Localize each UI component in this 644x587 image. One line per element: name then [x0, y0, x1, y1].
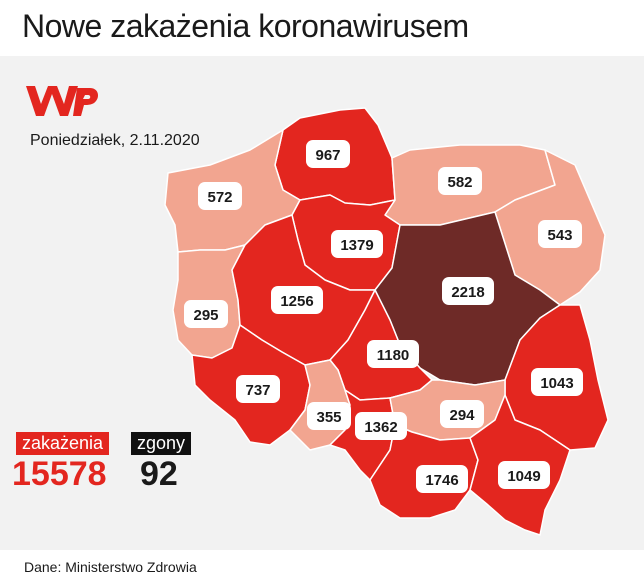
label-slaskie: 1362: [355, 412, 407, 440]
label-lodzkie: 1180: [367, 340, 419, 368]
svg-text:2218: 2218: [451, 284, 484, 301]
svg-text:295: 295: [193, 307, 218, 324]
label-kujawsko-pomorskie: 1379: [331, 230, 383, 258]
label-lubuskie: 295: [184, 300, 228, 328]
svg-text:737: 737: [245, 382, 270, 399]
svg-text:355: 355: [316, 409, 341, 426]
poland-map: 967 572 582 543 1379 2218 295 1256: [164, 107, 609, 536]
label-podkarpackie: 1049: [498, 461, 550, 489]
svg-text:543: 543: [547, 227, 572, 244]
svg-text:967: 967: [315, 147, 340, 164]
label-podlaskie: 543: [538, 220, 582, 248]
svg-text:1043: 1043: [540, 375, 573, 392]
svg-text:294: 294: [449, 407, 475, 424]
svg-text:1049: 1049: [507, 468, 540, 485]
date-label: Poniedziałek, 2.11.2020: [30, 132, 200, 149]
label-pomorskie: 967: [306, 140, 350, 168]
deaths-label: zgony: [131, 432, 192, 455]
deaths-value: 92: [140, 455, 178, 493]
svg-text:1180: 1180: [377, 347, 410, 364]
label-lubelskie: 1043: [531, 368, 583, 396]
label-wielkopolskie: 1256: [271, 286, 323, 314]
page-title: Nowe zakażenia koronawirusem: [22, 8, 469, 44]
label-swietokrzyskie: 294: [440, 400, 484, 428]
label-opolskie: 355: [307, 402, 351, 430]
svg-text:1256: 1256: [280, 293, 313, 310]
wp-logo-icon: [26, 86, 98, 116]
header: Nowe zakażenia koronawirusem: [0, 0, 644, 56]
svg-text:1379: 1379: [340, 237, 373, 254]
label-mazowieckie: 2218: [442, 277, 494, 305]
svg-text:1362: 1362: [364, 419, 397, 436]
label-warminsko-mazurskie: 582: [438, 167, 482, 195]
infections-label: zakażenia: [16, 432, 110, 455]
label-zachodniopomorskie: 572: [198, 182, 242, 210]
source-label: Dane: Ministerstwo Zdrowia: [24, 559, 197, 575]
svg-text:572: 572: [207, 189, 232, 206]
svg-text:582: 582: [447, 174, 472, 191]
footer: Dane: Ministerstwo Zdrowia: [0, 550, 644, 587]
label-malopolskie: 1746: [416, 465, 468, 493]
label-dolnoslaskie: 737: [236, 375, 280, 403]
svg-text:1746: 1746: [425, 472, 458, 489]
infections-value: 15578: [12, 455, 107, 493]
